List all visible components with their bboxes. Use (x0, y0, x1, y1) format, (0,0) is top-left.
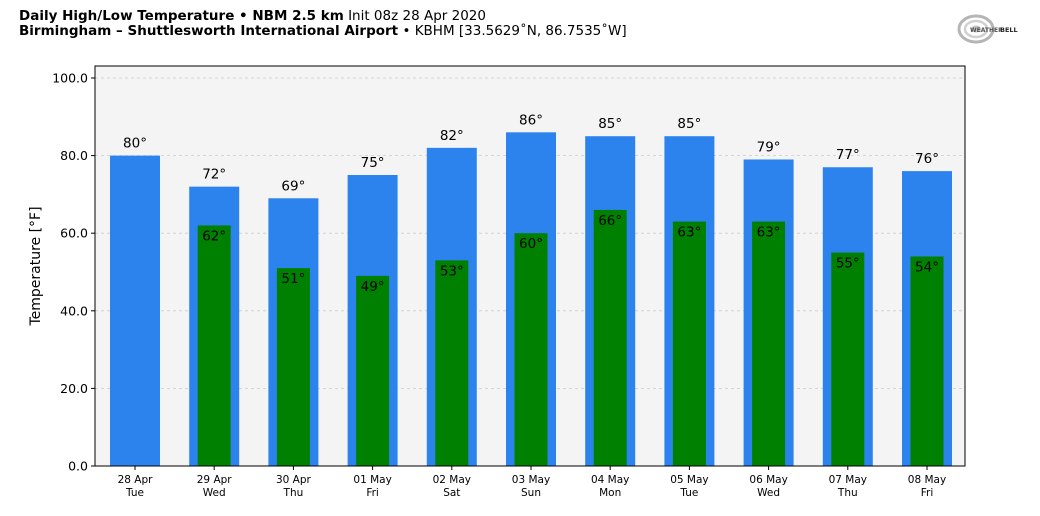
high-temp-label: 80° (123, 136, 147, 152)
x-tick-label-date: 01 May (353, 474, 391, 486)
high-temp-label: 79° (757, 139, 781, 155)
x-tick-label-day: Mon (599, 487, 621, 499)
chart-title-line1: Daily High/Low Temperature • NBM 2.5 km … (19, 9, 486, 24)
x-tick-label-day: Fri (366, 487, 379, 499)
low-temp-bar (593, 209, 627, 467)
x-tick-label-day: Wed (203, 487, 226, 499)
x-tick-label-date: 06 May (749, 474, 787, 486)
high-temp-label: 85° (598, 116, 622, 132)
low-temp-bar (197, 225, 231, 466)
y-tick-label: 80.0 (60, 148, 88, 163)
low-temp-bar (356, 275, 390, 466)
weatherbell-logo-icon: WEATHER BELL (957, 14, 1018, 44)
x-tick-label-day: Sat (443, 487, 460, 499)
title-init-time: Init 08z 28 Apr 2020 (348, 8, 486, 24)
low-temp-label: 66° (598, 213, 622, 229)
x-tick-label-date: 04 May (591, 474, 629, 486)
x-tick-label-date: 05 May (670, 474, 708, 486)
high-temp-bar (110, 155, 160, 466)
x-tick-label-day: Tue (679, 487, 698, 499)
low-temp-label: 63° (677, 225, 701, 241)
x-tick-label-day: Tue (125, 487, 144, 499)
x-tick-label-day: Sun (521, 487, 541, 499)
low-temp-label: 63° (757, 225, 781, 241)
high-temp-label: 75° (361, 155, 385, 171)
low-temp-label: 60° (519, 236, 543, 252)
y-tick-label: 20.0 (60, 381, 88, 396)
y-tick-label: 40.0 (60, 303, 88, 318)
logo-text-bell: BELL (1000, 26, 1018, 34)
y-axis: 0.0 20.0 40.0 60.0 80.0 100.0 (52, 71, 95, 474)
low-temp-label: 53° (440, 263, 464, 279)
low-temp-bar (831, 252, 865, 466)
low-temp-label: 54° (915, 259, 939, 275)
y-tick-label: 60.0 (60, 226, 88, 241)
high-temp-label: 77° (836, 147, 860, 163)
low-temp-bar (910, 256, 944, 466)
high-temp-label: 76° (915, 151, 939, 167)
bar-labels-layer: 80° 72° 62° 69° 51° 75° 49° 82° 53° 86° 60° 85° 66° 8… (123, 112, 939, 295)
low-temp-label: 62° (202, 228, 226, 244)
x-tick-label-date: 30 Apr (276, 474, 312, 486)
y-axis-label: Temperature [°F] (28, 206, 44, 326)
chart-title-line2: Birmingham – Shuttlesworth International… (19, 24, 627, 39)
high-temp-label: 69° (281, 178, 305, 194)
high-temp-label: 82° (440, 128, 464, 144)
low-temp-label: 51° (281, 271, 305, 287)
title-product: Daily High/Low Temperature • NBM 2.5 km (19, 8, 344, 24)
x-tick-label-date: 08 May (908, 474, 946, 486)
title-station-coords: • KBHM [33.5629˚N, 86.7535˚W] (402, 23, 627, 39)
x-tick-label-date: 29 Apr (197, 474, 233, 486)
logo-text-weather: WEATHER (970, 27, 1003, 34)
low-temp-bar (514, 233, 548, 466)
low-temp-bar (672, 221, 706, 466)
bars-layer (110, 132, 952, 467)
high-temp-label: 86° (519, 112, 543, 128)
x-tick-label-date: 07 May (829, 474, 867, 486)
x-tick-label-date: 28 Apr (118, 474, 154, 486)
plot-frame (94, 65, 966, 467)
low-temp-label: 55° (836, 256, 860, 272)
x-tick-label-date: 03 May (512, 474, 550, 486)
title-location: Birmingham – Shuttlesworth International… (19, 23, 399, 39)
high-temp-label: 85° (677, 116, 701, 132)
low-temp-bar (276, 268, 310, 466)
x-tick-label-day: Fri (921, 487, 934, 499)
y-tick-label: 100.0 (52, 71, 88, 86)
x-tick-label-day: Wed (757, 487, 780, 499)
high-temp-label: 72° (202, 167, 226, 183)
x-tick-label-day: Thu (837, 487, 858, 499)
low-temp-bar (752, 221, 786, 466)
low-temp-bar (435, 260, 469, 466)
y-tick-label: 0.0 (68, 459, 88, 474)
x-tick-label-date: 02 May (433, 474, 471, 486)
low-temp-label: 49° (361, 279, 385, 295)
x-tick-label-day: Thu (283, 487, 304, 499)
